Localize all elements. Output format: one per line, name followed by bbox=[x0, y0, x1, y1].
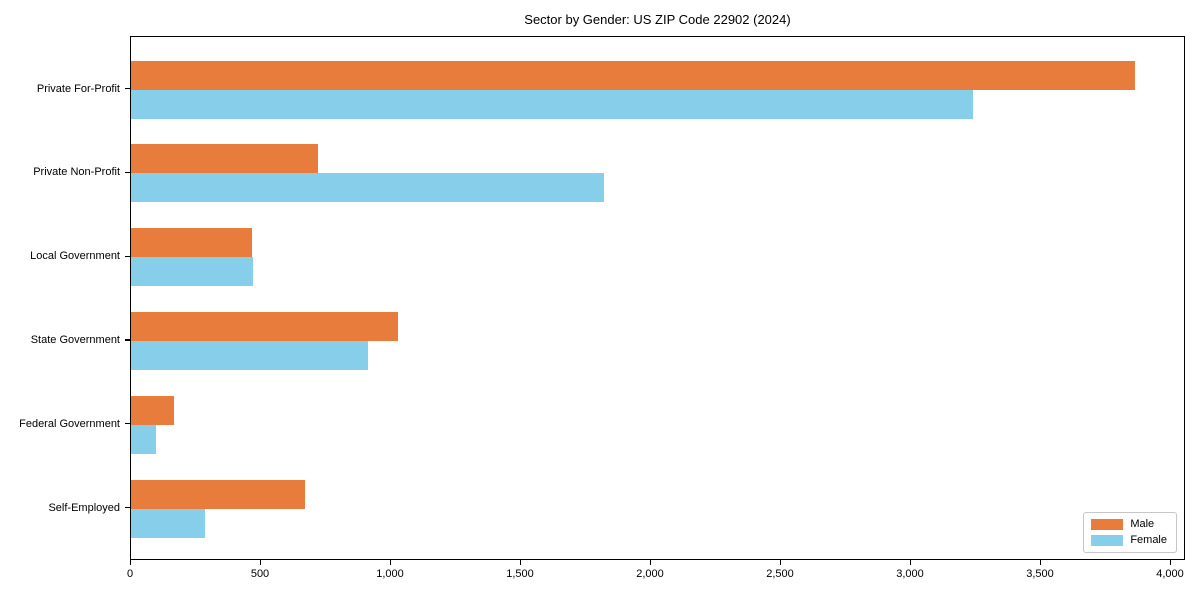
plot-area: Male Female bbox=[130, 36, 1185, 560]
x-tick-label-3-000: 3,000 bbox=[896, 568, 924, 580]
y-tick-mark bbox=[125, 423, 130, 425]
y-tick-mark bbox=[125, 88, 130, 90]
legend-swatch bbox=[1091, 519, 1124, 530]
bar-male-private-for-profit bbox=[131, 60, 1135, 90]
legend-label: Female bbox=[1130, 534, 1167, 546]
legend-item-female: Female bbox=[1091, 535, 1167, 546]
bar-female-private-for-profit bbox=[131, 89, 973, 119]
x-tick-label-1-000: 1,000 bbox=[376, 568, 404, 580]
y-tick-label-state-government: State Government bbox=[30, 333, 120, 346]
y-tick-mark bbox=[125, 507, 130, 509]
legend-item-male: Male bbox=[1091, 519, 1167, 530]
x-tick-label-3-500: 3,500 bbox=[1026, 568, 1054, 580]
y-tick-label-private-non-profit: Private Non-Profit bbox=[33, 166, 120, 179]
bar-female-local-government bbox=[131, 257, 253, 287]
x-tick-label-1-500: 1,500 bbox=[506, 568, 534, 580]
x-tick-mark bbox=[779, 560, 781, 565]
bar-female-federal-government bbox=[131, 424, 156, 454]
y-tick-label-private-for-profit: Private For-Profit bbox=[36, 82, 120, 95]
bar-female-self-employed bbox=[131, 508, 205, 538]
bar-female-private-non-profit bbox=[131, 173, 604, 203]
x-tick-label-2-000: 2,000 bbox=[636, 568, 664, 580]
bar-male-self-employed bbox=[131, 479, 305, 509]
legend-swatch bbox=[1091, 535, 1124, 546]
x-tick-mark bbox=[389, 560, 391, 565]
x-tick-mark bbox=[1169, 560, 1171, 565]
bar-male-federal-government bbox=[131, 395, 174, 425]
y-tick-label-self-employed: Self-Employed bbox=[48, 501, 120, 514]
y-tick-label-federal-government: Federal Government bbox=[19, 417, 120, 430]
legend: Male Female bbox=[1083, 512, 1177, 553]
bar-male-private-non-profit bbox=[131, 144, 318, 174]
y-tick-mark bbox=[125, 171, 130, 173]
x-tick-label-2-500: 2,500 bbox=[766, 568, 794, 580]
y-tick-label-local-government: Local Government bbox=[30, 250, 120, 263]
x-tick-label-500: 500 bbox=[250, 568, 270, 580]
x-tick-label-4-000: 4,000 bbox=[1156, 568, 1184, 580]
bar-male-local-government bbox=[131, 228, 252, 258]
bar-male-state-government bbox=[131, 311, 398, 341]
y-tick-mark bbox=[125, 339, 130, 341]
legend-label: Male bbox=[1130, 518, 1155, 530]
x-tick-mark bbox=[129, 560, 131, 565]
x-tick-mark bbox=[519, 560, 521, 565]
x-tick-mark bbox=[649, 560, 651, 565]
x-tick-label-0: 0 bbox=[126, 568, 134, 580]
bar-female-state-government bbox=[131, 340, 368, 370]
chart-title: Sector by Gender: US ZIP Code 22902 (202… bbox=[524, 12, 791, 27]
x-tick-mark bbox=[909, 560, 911, 565]
x-tick-mark bbox=[259, 560, 261, 565]
x-tick-mark bbox=[1039, 560, 1041, 565]
y-tick-mark bbox=[125, 255, 130, 257]
